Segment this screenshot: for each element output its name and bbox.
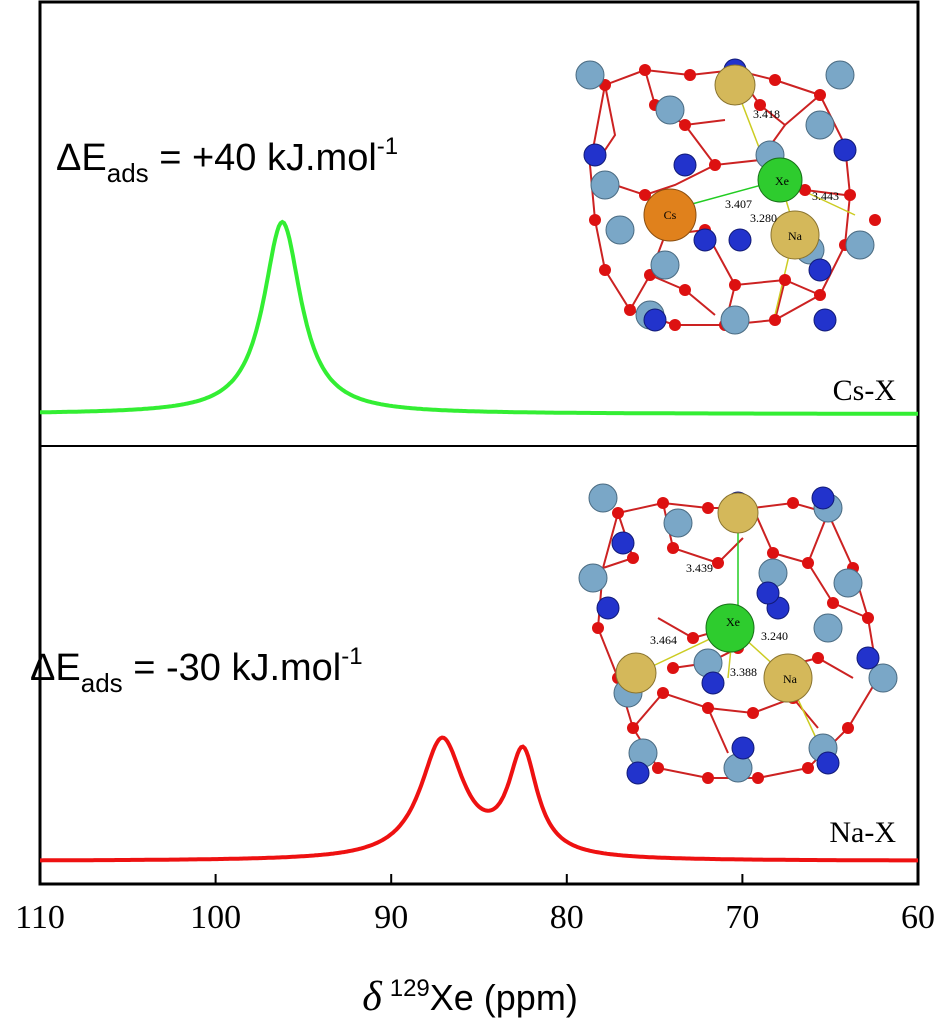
na-atom-left — [615, 652, 657, 694]
x-tick-label: 100 — [190, 899, 241, 936]
x-tick-label: 90 — [374, 899, 408, 936]
xe-atom — [705, 603, 755, 653]
spectrum-na-x — [40, 735, 918, 863]
plot-frame — [38, 0, 920, 886]
cs-atom — [643, 188, 697, 242]
silicon-atoms — [578, 483, 898, 783]
distance-label: 3.407 — [725, 197, 752, 211]
series-label-na-x: Na-X — [829, 816, 896, 849]
atom-label-na: Na — [788, 229, 803, 243]
cs-x-energy: ΔEads = +40 kJ.mol-1 — [56, 133, 398, 188]
x-tick-label: 110 — [15, 899, 65, 936]
na-atom-upper — [714, 64, 756, 106]
distance-label: 3.418 — [753, 107, 780, 121]
na-x-structure: Xe Na 3.439 3.464 3.240 3.388 — [578, 483, 898, 785]
x-axis-title: δ 129Xe (ppm) — [362, 974, 578, 1020]
cs-x-structure: Cs Xe Na 3.418 3.407 3.443 3.280 — [575, 58, 881, 335]
distance-label: 3.388 — [730, 665, 757, 679]
distance-label: 3.443 — [812, 189, 839, 203]
na-atom — [763, 653, 813, 703]
xe-atom — [757, 157, 803, 203]
atom-label-na: Na — [783, 672, 798, 686]
atom-label-cs: Cs — [664, 208, 677, 222]
oxygen-atoms — [592, 497, 884, 784]
series-label-cs-x: Cs-X — [833, 374, 897, 407]
x-axis-tick-labels: 110 100 90 80 70 60 — [15, 899, 935, 936]
atom-label-xe: Xe — [726, 615, 740, 629]
distance-label: 3.464 — [650, 633, 677, 647]
x-tick-label: 70 — [725, 899, 759, 936]
na-atom — [770, 210, 820, 260]
x-axis-ticks — [39, 874, 919, 884]
aluminum-atoms — [596, 486, 880, 785]
spectrum-cs-x — [40, 219, 918, 416]
distance-label: 3.439 — [686, 561, 713, 575]
na-atom-upper — [717, 492, 759, 534]
x-tick-label: 60 — [901, 899, 935, 936]
distance-label: 3.280 — [750, 211, 777, 225]
atom-label-xe: Xe — [775, 174, 789, 188]
x-tick-label: 80 — [550, 899, 584, 936]
distance-label: 3.240 — [761, 629, 788, 643]
spectra — [40, 219, 918, 863]
na-x-energy: ΔEads = -30 kJ.mol-1 — [30, 643, 363, 698]
framework-bonds — [588, 68, 852, 326]
